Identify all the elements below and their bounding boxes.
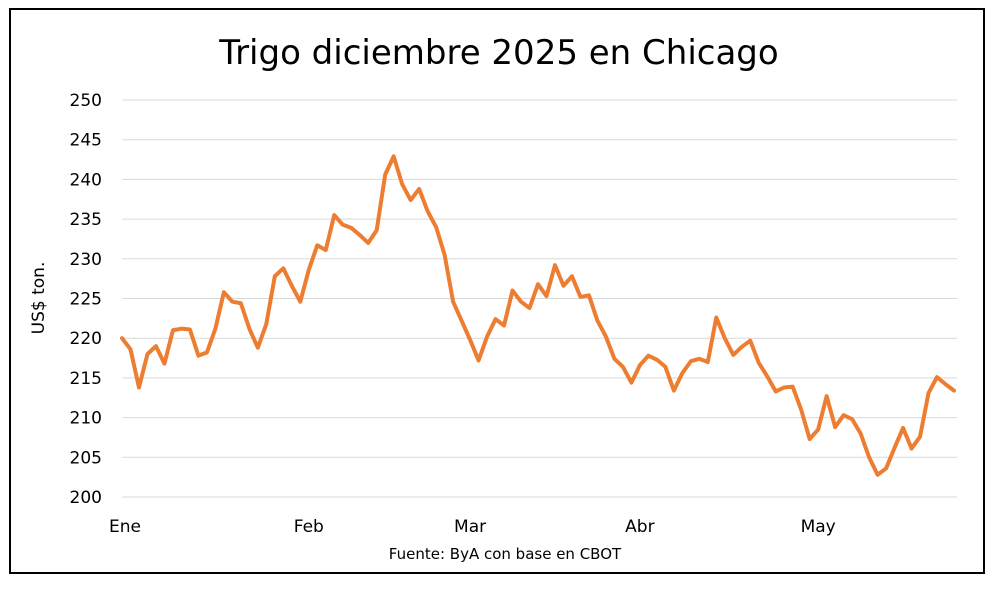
y-tick-label: 200 (70, 488, 102, 508)
source-note: Fuente: ByA con base en CBOT (389, 545, 622, 563)
grid-lines (122, 99, 957, 498)
x-axis-tick-labels: Ene Feb Mar Abr May (109, 517, 836, 537)
x-tick-label-feb: Feb (294, 517, 324, 537)
y-tick-label: 220 (70, 329, 102, 349)
y-tick-label: 240 (70, 170, 102, 190)
y-tick-label: 215 (70, 369, 102, 389)
series-line-trigo (120, 154, 956, 477)
y-tick-label: 230 (70, 250, 102, 270)
y-axis-tick-labels: 200 205 210 215 220 225 230 235 240 245 250 (70, 91, 102, 508)
y-tick-label: 205 (70, 448, 102, 468)
y-tick-label: 250 (70, 91, 102, 111)
y-axis-label: US$ ton. (29, 262, 49, 335)
chart-frame (9, 8, 985, 574)
y-tick-label: 235 (70, 210, 102, 230)
chart-title: Trigo diciembre 2025 en Chicago (218, 33, 778, 73)
x-tick-label-mar: Mar (454, 517, 486, 537)
x-tick-label-ene: Ene (109, 517, 141, 537)
y-tick-label: 225 (70, 290, 102, 310)
x-tick-label-abr: Abr (625, 517, 654, 537)
x-tick-label-may: May (801, 517, 836, 537)
y-tick-label: 245 (70, 131, 102, 151)
y-tick-label: 210 (70, 409, 102, 429)
